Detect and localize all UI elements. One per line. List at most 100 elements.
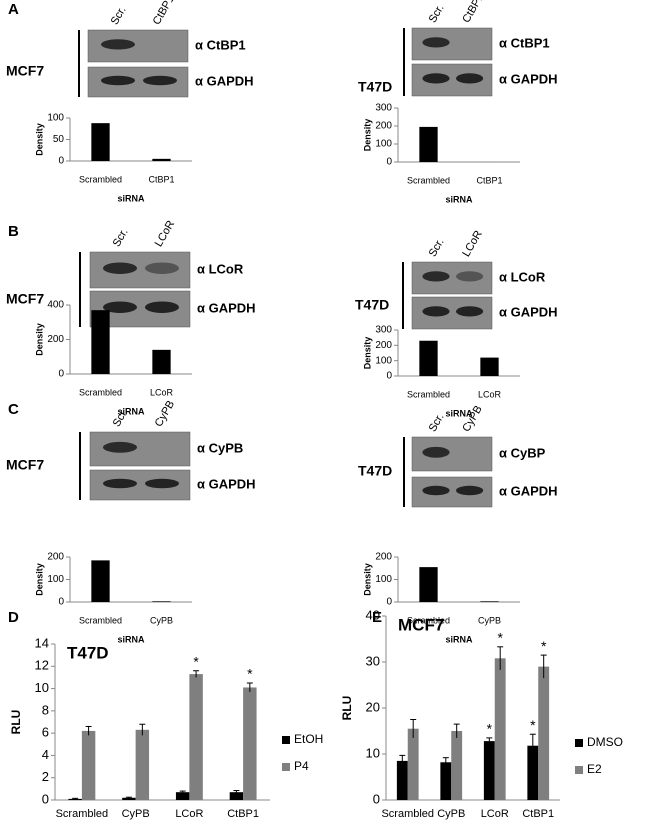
blot-band [101, 75, 135, 86]
y-axis-label: Density [34, 323, 44, 356]
lane-label: Scr. [111, 227, 131, 249]
y-tick-label: 0 [58, 156, 64, 167]
error-bar [233, 790, 240, 794]
chart-title: MCF7 [398, 615, 444, 634]
y-axis-label: Density [362, 563, 372, 596]
legend-swatch [282, 736, 290, 744]
blot-band [422, 306, 450, 317]
y-tick-label: 200 [375, 121, 392, 132]
bar [152, 601, 171, 602]
blot-band [422, 271, 450, 282]
x-axis-label: siRNA [445, 408, 473, 418]
significance-marker: * [193, 653, 199, 669]
y-tick-label: 0 [58, 597, 64, 608]
y-axis-label: RLU [340, 696, 354, 721]
y-tick-label: 100 [375, 355, 392, 366]
antibody-label: α CtBP1 [499, 35, 550, 50]
blot-band [456, 485, 484, 496]
x-tick-label: LCoR [481, 808, 509, 820]
y-tick-label: 200 [375, 552, 392, 563]
error-bar [125, 796, 132, 799]
bar [527, 745, 539, 800]
legend-swatch [575, 766, 583, 774]
bar [91, 123, 110, 161]
blot-band [103, 301, 137, 313]
y-tick-label: 20 [366, 699, 380, 714]
cell-line-label: T47D [358, 79, 392, 95]
x-tick-label: Scrambled [381, 808, 434, 820]
bar [152, 158, 171, 161]
lane-label: LCoR [153, 219, 177, 249]
blot-band [422, 37, 450, 48]
blot-band [422, 485, 450, 496]
x-tick-label: Scrambled [79, 387, 122, 397]
blot-band [145, 478, 179, 489]
y-tick-label: 14 [35, 635, 49, 650]
antibody-label: α CtBP1 [195, 37, 246, 52]
error-bar [540, 654, 547, 679]
error-bar [72, 797, 79, 800]
bar [229, 792, 244, 800]
error-bar [486, 737, 493, 745]
x-tick-label: CyPB [150, 615, 173, 625]
bar [175, 792, 190, 800]
legend-label: DMSO [587, 735, 623, 749]
y-tick-label: 0 [386, 157, 392, 168]
y-tick-label: 4 [42, 747, 49, 762]
panel-letter: E [372, 609, 382, 626]
significance-marker: * [247, 666, 253, 682]
x-tick-label: CyPB [437, 808, 465, 820]
antibody-label: α GAPDH [195, 73, 254, 88]
x-axis-label: siRNA [445, 634, 473, 644]
blot-band [103, 262, 137, 274]
x-tick-label: CtBP1 [148, 174, 174, 184]
y-tick-label: 100 [47, 574, 64, 585]
bar [135, 729, 150, 800]
y-tick-label: 0 [386, 597, 392, 608]
x-tick-label: LCoR [150, 387, 174, 397]
bar [396, 760, 408, 800]
x-tick-label: LCoR [478, 389, 502, 399]
cell-line-label: MCF7 [6, 457, 44, 473]
x-tick-label: Scrambled [56, 808, 109, 820]
blot-band [103, 441, 137, 453]
panel-letter: C [8, 401, 19, 418]
y-tick-label: 0 [42, 791, 49, 806]
y-tick-label: 12 [35, 658, 49, 673]
x-tick-label: Scrambled [79, 174, 122, 184]
error-bar [193, 670, 200, 678]
error-bar [410, 719, 417, 738]
bar [189, 674, 203, 800]
bar [152, 349, 171, 374]
bar [480, 601, 499, 602]
x-tick-label: CyPB [122, 808, 150, 820]
error-bar [529, 733, 536, 758]
x-tick-label: Scrambled [407, 175, 450, 185]
antibody-label: α GAPDH [499, 71, 558, 86]
y-tick-label: 50 [53, 134, 65, 145]
antibody-label: α CyPB [197, 440, 243, 455]
y-axis-label: Density [362, 337, 372, 370]
bar [419, 340, 438, 376]
error-bar [442, 757, 449, 767]
legend-label: P4 [294, 759, 309, 773]
y-tick-label: 40 [366, 607, 380, 622]
x-tick-label: CtBP1 [522, 808, 554, 820]
x-tick-label: Scrambled [407, 615, 450, 625]
legend-swatch [575, 739, 583, 747]
antibody-label: α GAPDH [499, 304, 558, 319]
y-axis-label: Density [34, 563, 44, 596]
y-tick-label: 30 [366, 653, 380, 668]
blot-band [145, 301, 179, 313]
panel-letter: D [8, 609, 19, 626]
antibody-label: α GAPDH [197, 476, 256, 491]
x-axis-label: siRNA [117, 406, 145, 416]
legend-label: EtOH [294, 732, 323, 746]
y-tick-label: 8 [42, 702, 49, 717]
cell-line-label: MCF7 [6, 291, 44, 307]
y-tick-label: 2 [42, 769, 49, 784]
legend-label: E2 [587, 762, 602, 776]
error-bar [453, 723, 460, 738]
antibody-label: α LCoR [499, 269, 546, 284]
